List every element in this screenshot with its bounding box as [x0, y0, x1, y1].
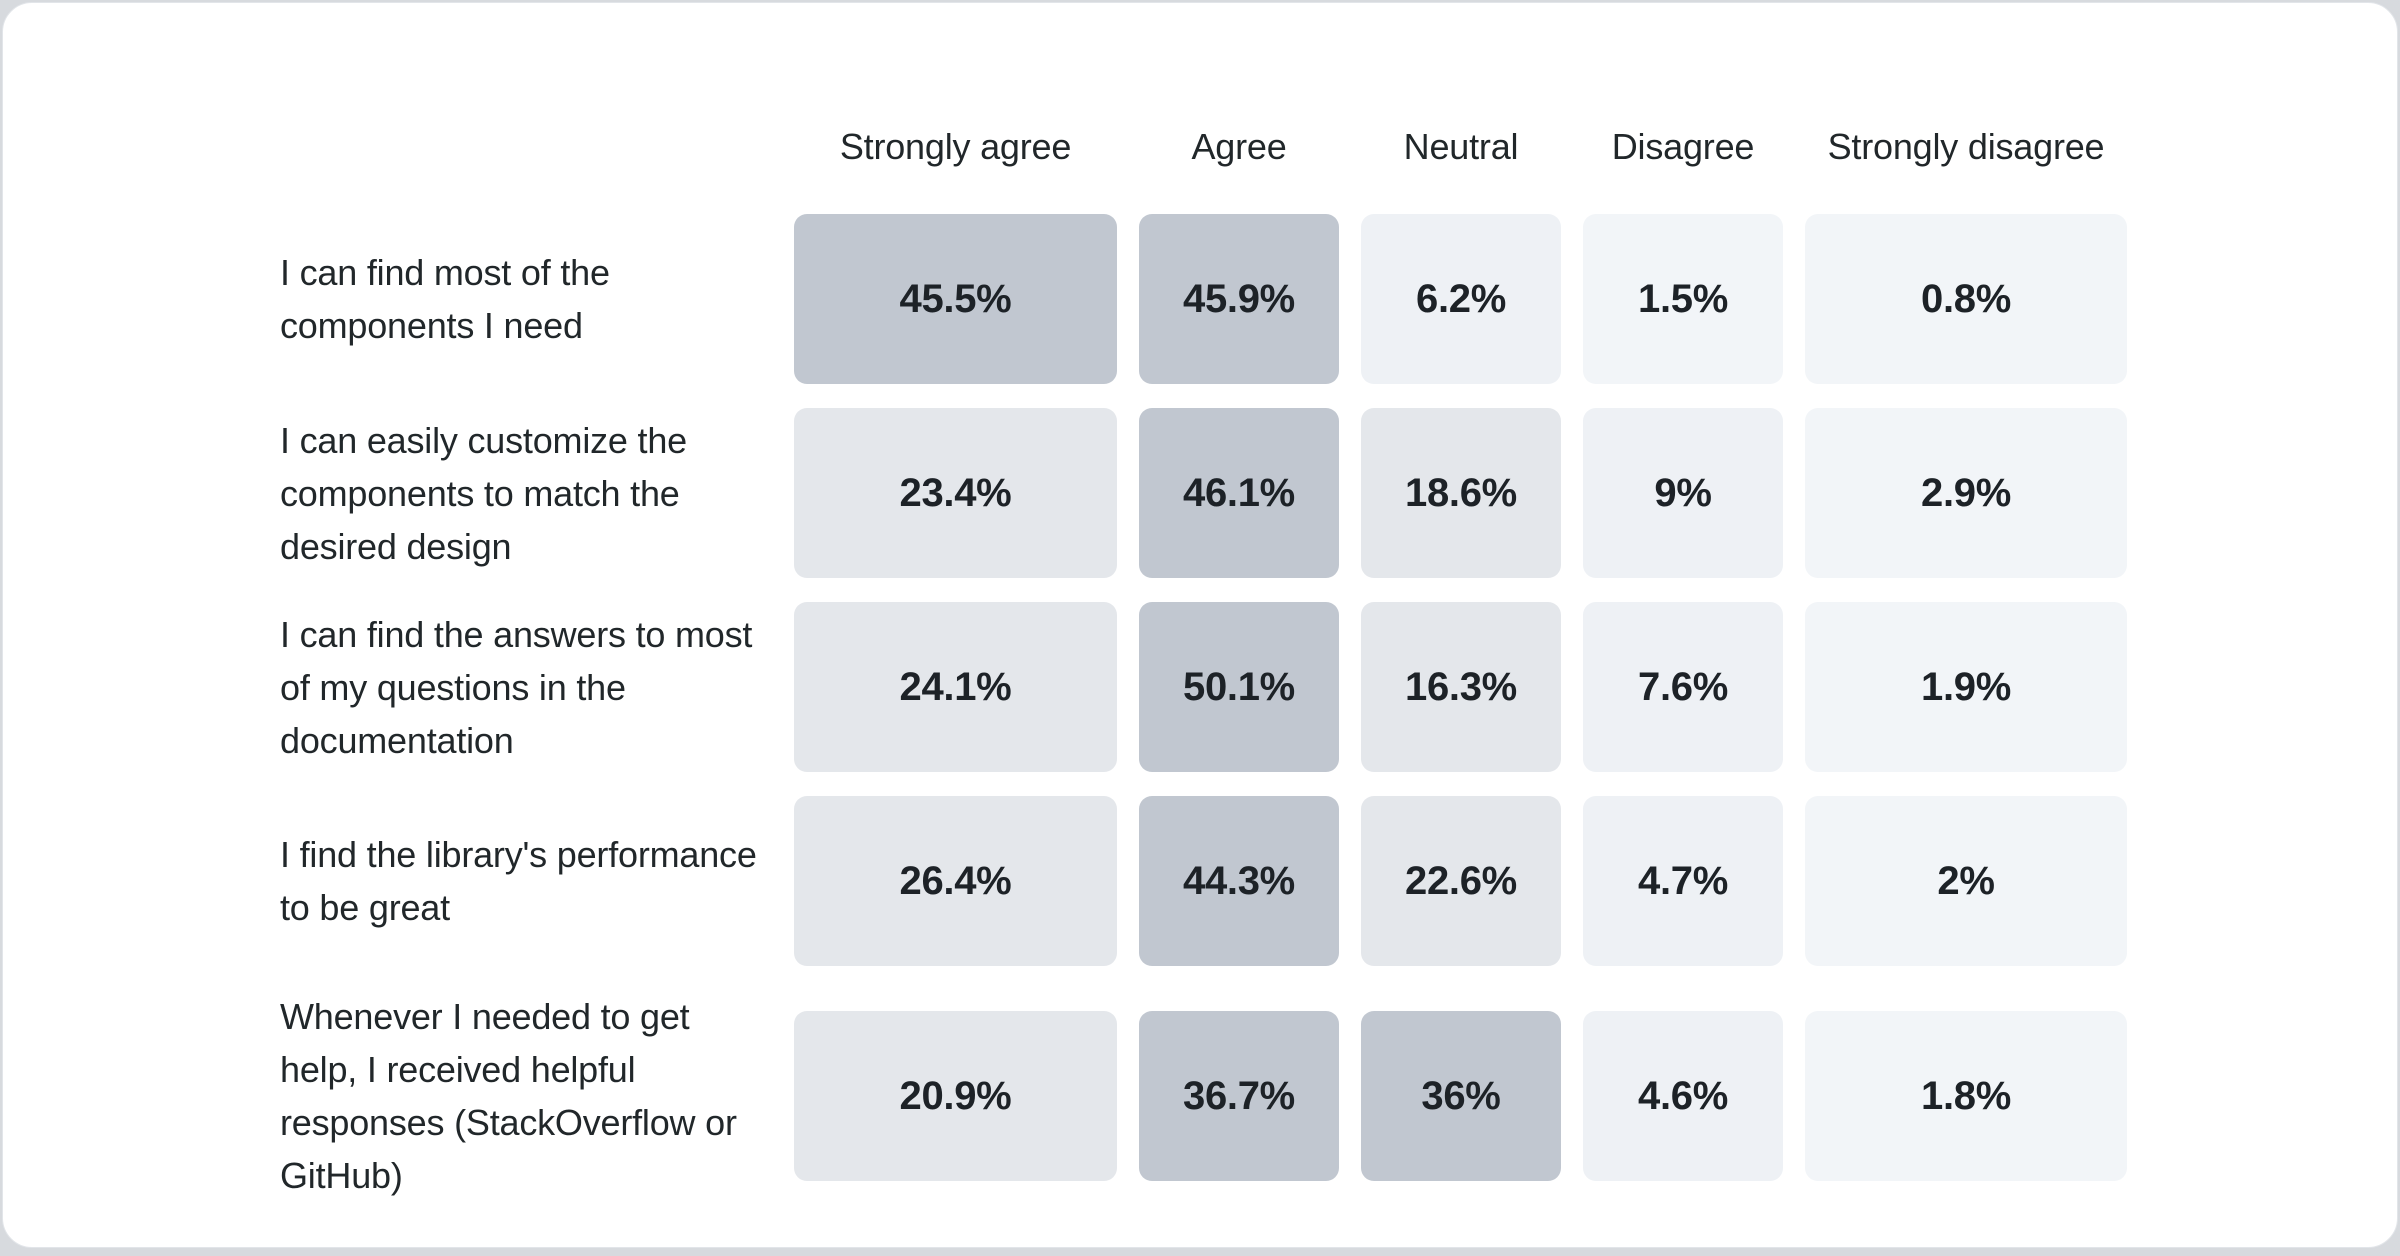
- heatmap-cell: 45.5%: [794, 214, 1117, 384]
- row-label: Whenever I needed to get help, I receive…: [280, 996, 737, 1196]
- heatmap-cell: 1.8%: [1805, 1011, 2127, 1181]
- heatmap-cell: 2.9%: [1805, 408, 2127, 578]
- heatmap-cell: 18.6%: [1361, 408, 1561, 578]
- row-label: I can find the answers to most of my que…: [280, 613, 753, 761]
- table-row: I find the library's performance to be g…: [280, 796, 2127, 966]
- heatmap-cell: 7.6%: [1583, 602, 1783, 772]
- column-header-strongly-agree: Strongly agree: [839, 126, 1072, 167]
- heatmap-cell: 50.1%: [1139, 602, 1339, 772]
- heatmap-cell: 16.3%: [1361, 602, 1561, 772]
- column-header-strongly-disagree: Strongly disagree: [1827, 126, 2105, 167]
- column-header-disagree: Disagree: [1611, 126, 1755, 167]
- likert-heatmap-table: Strongly agree Agree Neutral Disagree St…: [280, 103, 2127, 1196]
- table-row: I can find the answers to most of my que…: [280, 602, 2127, 772]
- heatmap-cell: 26.4%: [794, 796, 1117, 966]
- heatmap-cell: 46.1%: [1139, 408, 1339, 578]
- heatmap-cell: 1.9%: [1805, 602, 2127, 772]
- heatmap-cell: 24.1%: [794, 602, 1117, 772]
- heatmap-cell: 45.9%: [1139, 214, 1339, 384]
- column-header-row: Strongly agree Agree Neutral Disagree St…: [280, 103, 2127, 191]
- heatmap-cell: 36.7%: [1139, 1011, 1339, 1181]
- heatmap-cell: 44.3%: [1139, 796, 1339, 966]
- heatmap-rows: I can find most of the components I need…: [280, 214, 2127, 1196]
- column-header-neutral: Neutral: [1403, 126, 1519, 167]
- heatmap-cell: 20.9%: [794, 1011, 1117, 1181]
- table-row: Whenever I needed to get help, I receive…: [280, 990, 2127, 1196]
- row-label: I can easily customize the components to…: [280, 419, 687, 567]
- heatmap-cell: 4.7%: [1583, 796, 1783, 966]
- heatmap-cell: 1.5%: [1583, 214, 1783, 384]
- heatmap-cell: 2%: [1805, 796, 2127, 966]
- table-row: I can find most of the components I need…: [280, 214, 2127, 384]
- row-label: I find the library's performance to be g…: [280, 834, 757, 928]
- heatmap-cell: 4.6%: [1583, 1011, 1783, 1181]
- heatmap-cell: 22.6%: [1361, 796, 1561, 966]
- column-header-agree: Agree: [1191, 126, 1287, 167]
- heatmap-cell: 6.2%: [1361, 214, 1561, 384]
- heatmap-cell: 23.4%: [794, 408, 1117, 578]
- table-row: I can easily customize the components to…: [280, 408, 2127, 578]
- heatmap-cell: 9%: [1583, 408, 1783, 578]
- heatmap-cell: 36%: [1361, 1011, 1561, 1181]
- row-label: I can find most of the components I need: [280, 252, 610, 346]
- heatmap-cell: 0.8%: [1805, 214, 2127, 384]
